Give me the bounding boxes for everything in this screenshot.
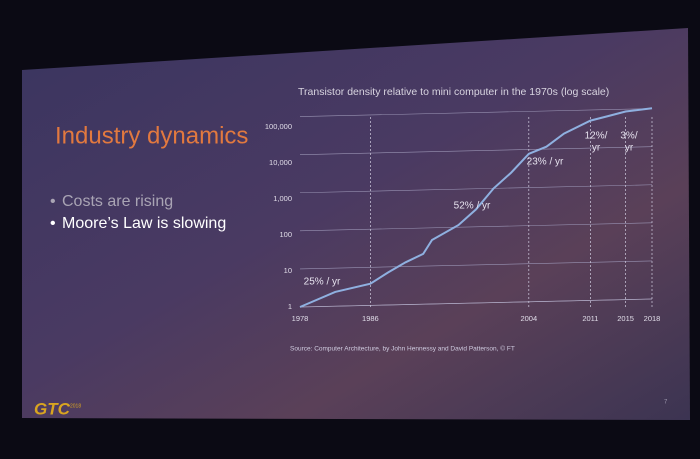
data-line: [299, 107, 653, 308]
grid-line: [299, 108, 653, 117]
source: Source: Computer Architecture, by John H…: [290, 345, 515, 353]
slide: [22, 28, 690, 420]
annotation: 25% / yr: [304, 277, 341, 288]
x-axis: [299, 298, 653, 308]
x-tick-label: 2018: [644, 314, 661, 323]
bullet-dot: •: [50, 215, 56, 232]
page-number: 7: [664, 400, 668, 406]
chart-title: Transistor density relative to mini comp…: [298, 86, 609, 98]
slide-title: Industry dynamics: [55, 122, 248, 149]
annotation: 23% / yr: [527, 157, 564, 168]
grid-line: [299, 184, 653, 194]
y-tick-label: 100,000: [265, 122, 292, 131]
annotation: 3%/: [620, 131, 637, 142]
x-tick-label: 1978: [292, 314, 309, 323]
x-tick-label: 2004: [520, 314, 537, 323]
y-tick-label: 1: [288, 302, 292, 311]
annotation: 12%/: [585, 131, 608, 142]
x-tick-label: 1986: [362, 314, 379, 323]
y-tick-label: 100: [279, 230, 292, 239]
bullet: Moore’s Law is slowing: [62, 215, 226, 232]
y-tick-label: 1,000: [273, 194, 292, 203]
y-tick-label: 10: [284, 266, 292, 275]
x-tick-label: 2015: [617, 314, 634, 323]
bullet: Costs are rising: [62, 193, 173, 210]
grid-line: [299, 146, 653, 155]
grid-line: [299, 260, 653, 270]
grid-line: [299, 222, 653, 232]
annotation: yr: [592, 143, 601, 154]
annotation: 52% / yr: [454, 201, 491, 212]
annotation: yr: [625, 143, 634, 154]
x-tick-label: 2011: [582, 314, 598, 323]
bullet-dot: •: [50, 193, 56, 210]
logo: GTC: [34, 399, 71, 418]
logo-year: 2018: [70, 403, 81, 409]
y-tick-label: 10,000: [269, 158, 292, 167]
